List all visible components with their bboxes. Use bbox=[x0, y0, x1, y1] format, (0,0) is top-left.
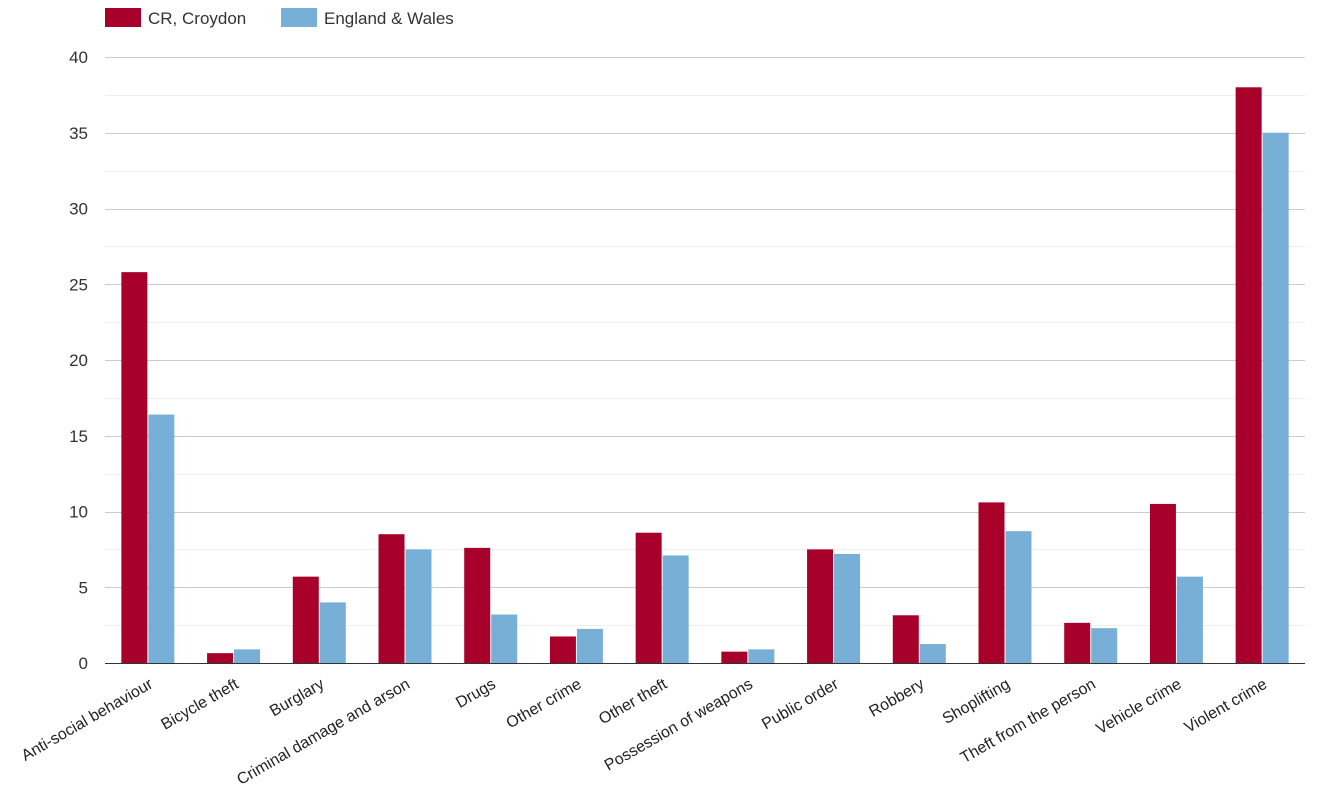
bar-croydon bbox=[807, 549, 834, 663]
x-tick-label: Shoplifting bbox=[940, 676, 1013, 728]
bars bbox=[121, 87, 1289, 664]
y-tick-label: 20 bbox=[69, 351, 88, 370]
bar-croydon bbox=[892, 615, 919, 663]
x-axis-labels: Anti-social behaviour Bicycle theft Burgla… bbox=[19, 675, 1271, 788]
bar-england-wales bbox=[405, 549, 432, 663]
x-tick-label: Violent crime bbox=[1182, 676, 1270, 737]
bar-croydon bbox=[464, 547, 491, 663]
grid-lines bbox=[105, 57, 1305, 626]
bar-england-wales bbox=[748, 649, 775, 663]
legend-swatch bbox=[281, 8, 317, 27]
legend: CR, Croydon England & Wales bbox=[105, 8, 454, 28]
bar-england-wales bbox=[1176, 576, 1203, 663]
x-tick-label: Bicycle theft bbox=[158, 675, 242, 733]
bar-england-wales bbox=[834, 553, 861, 663]
x-tick-label: Other theft bbox=[596, 675, 670, 728]
bar-croydon bbox=[1064, 622, 1091, 663]
x-tick-label: Criminal damage and arson bbox=[234, 676, 413, 789]
x-tick-label: Vehicle crime bbox=[1094, 676, 1185, 738]
bar-croydon bbox=[121, 272, 148, 663]
x-tick-label: Drugs bbox=[453, 676, 498, 712]
y-tick-label: 35 bbox=[69, 124, 88, 143]
bar-croydon bbox=[1149, 503, 1176, 663]
legend-swatch bbox=[105, 8, 141, 27]
bar-england-wales bbox=[148, 414, 175, 663]
y-tick-label: 40 bbox=[69, 48, 88, 67]
x-tick-label: Robbery bbox=[866, 676, 927, 721]
legend-label: CR, Croydon bbox=[148, 9, 246, 28]
bar-england-wales bbox=[234, 649, 261, 663]
x-tick-label: Burglary bbox=[267, 676, 327, 721]
bar-england-wales bbox=[919, 644, 946, 663]
bar-croydon bbox=[207, 653, 234, 663]
y-tick-label: 15 bbox=[69, 427, 88, 446]
x-tick-label: Possession of weapons bbox=[602, 676, 756, 775]
bar-croydon bbox=[978, 502, 1005, 663]
bar-croydon bbox=[721, 651, 748, 663]
bar-england-wales bbox=[491, 614, 518, 663]
bar-croydon bbox=[1235, 87, 1262, 664]
bar-croydon bbox=[635, 532, 662, 663]
bar-england-wales bbox=[662, 555, 689, 663]
x-tick-label: Anti-social behaviour bbox=[19, 675, 157, 764]
x-tick-label: Public order bbox=[759, 675, 842, 733]
bar-england-wales bbox=[319, 602, 346, 663]
bar-england-wales bbox=[1091, 628, 1118, 663]
bar-england-wales bbox=[1262, 132, 1289, 663]
y-tick-label: 0 bbox=[79, 654, 88, 673]
y-tick-label: 25 bbox=[69, 275, 88, 294]
y-axis-ticks: 0 5 10 15 20 25 30 35 40 bbox=[69, 48, 88, 673]
y-tick-label: 30 bbox=[69, 200, 88, 219]
legend-label: England & Wales bbox=[324, 9, 454, 28]
bar-england-wales bbox=[576, 628, 603, 663]
bar-croydon bbox=[378, 534, 405, 663]
bar-croydon bbox=[549, 636, 576, 663]
x-tick-label: Other crime bbox=[504, 676, 585, 733]
y-tick-label: 5 bbox=[79, 578, 88, 597]
y-tick-label: 10 bbox=[69, 503, 88, 522]
bar-england-wales bbox=[1005, 531, 1032, 663]
bar-croydon bbox=[292, 576, 319, 663]
